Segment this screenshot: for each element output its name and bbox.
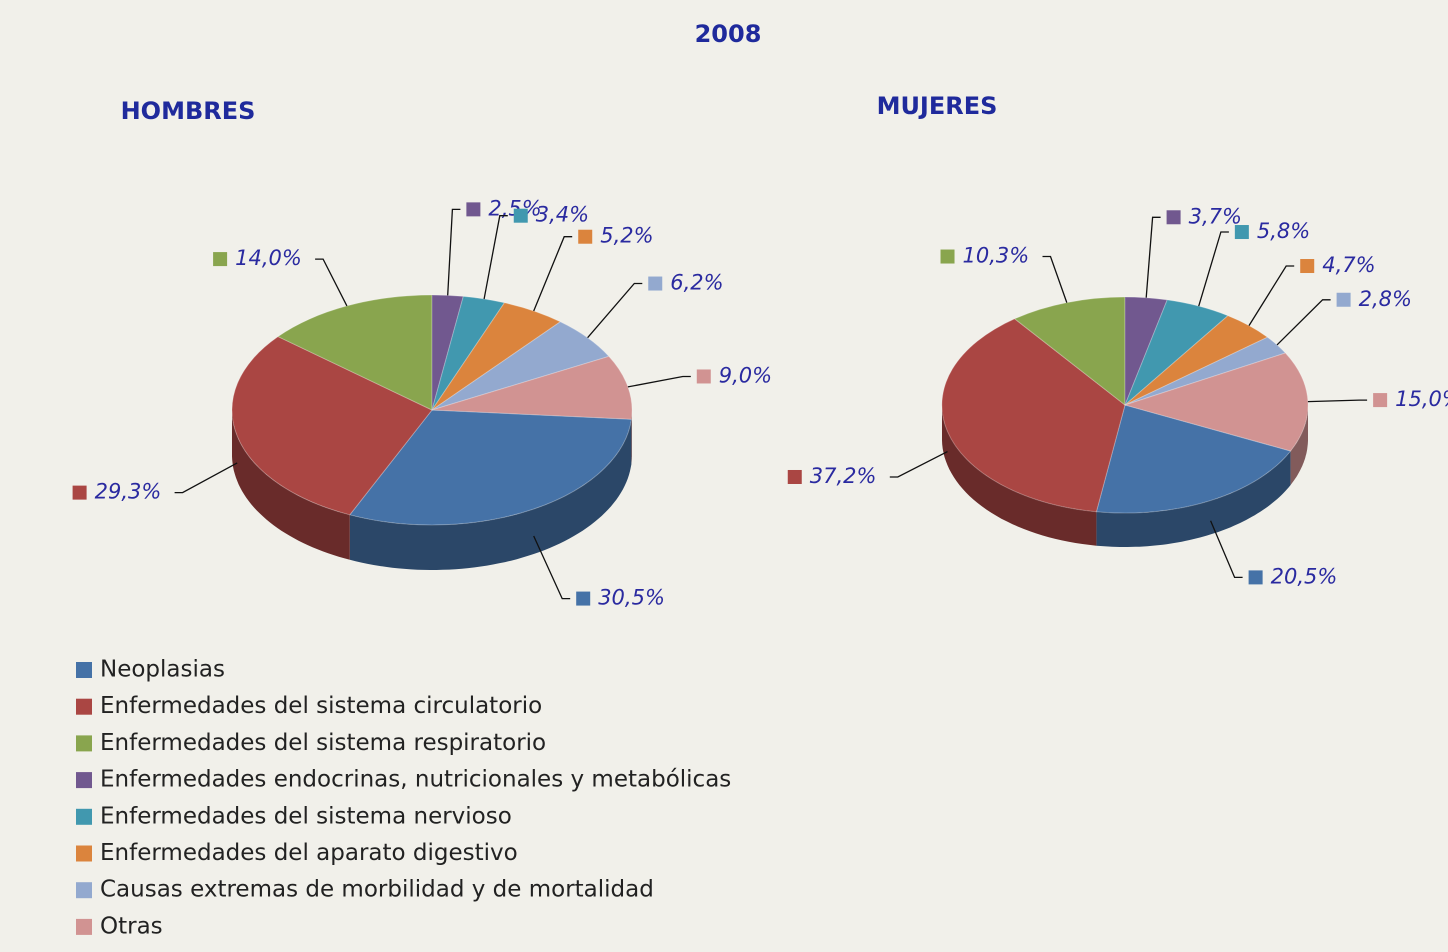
legend-label: Enfermedades del aparato digestivo (100, 840, 518, 866)
legend-label: Enfermedades del sistema respiratorio (100, 730, 546, 756)
legend-swatch (76, 662, 92, 678)
slice (1013, 296, 1126, 407)
label-swatch (213, 252, 228, 267)
data-label: 3,4% (536, 203, 589, 227)
label-swatch (696, 369, 711, 384)
data-label: 6,2% (670, 271, 723, 295)
slice-side (349, 419, 632, 570)
data-label: 5,2% (600, 224, 653, 248)
legend-label: Enfermedades del sistema nervioso (100, 803, 512, 829)
slice (231, 336, 433, 516)
data-label: 4,7% (1322, 253, 1375, 277)
slice-side (1096, 451, 1291, 547)
label-swatch (576, 591, 591, 606)
label-swatch (787, 469, 802, 484)
data-label: 9,0% (719, 363, 772, 387)
label-swatch (578, 229, 593, 244)
label-swatch (1166, 210, 1181, 225)
leader-line (1276, 299, 1331, 346)
label-swatch (1336, 292, 1351, 307)
label-swatch (466, 202, 481, 217)
label-swatch (940, 249, 955, 264)
legend-label: Enfermedades endocrinas, nutricionales y… (100, 767, 731, 793)
label-swatch (1300, 259, 1315, 274)
chart-title: MUJERES (877, 92, 998, 120)
legend-swatch (76, 918, 92, 935)
slice (1124, 296, 1168, 406)
legend-swatch (76, 698, 92, 715)
leader-line (587, 282, 643, 339)
data-label: 14,0% (235, 246, 302, 270)
data-label: 15,0% (1395, 387, 1448, 411)
slice (941, 318, 1126, 513)
leader-line (1307, 399, 1368, 403)
leader-line (889, 451, 948, 478)
label-swatch (1373, 393, 1388, 408)
data-label: 20,5% (1271, 564, 1338, 588)
data-label: 2,8% (1359, 287, 1412, 311)
label-swatch (1234, 225, 1249, 240)
leader-line (174, 462, 238, 494)
leader-line (447, 208, 461, 296)
leader-line (483, 215, 508, 300)
legend-label: Enfermedades del sistema circulatorio (100, 693, 542, 719)
data-label: 29,3% (95, 480, 162, 504)
page-title: 2008 (695, 20, 762, 48)
slice (277, 294, 433, 411)
slice-side (1290, 406, 1308, 485)
data-label: 30,5% (598, 586, 665, 610)
legend-swatch (76, 735, 92, 752)
leader-line (627, 375, 691, 388)
data-label: 37,2% (810, 464, 877, 488)
label-swatch (72, 485, 87, 500)
legend-label: Neoplasias (100, 657, 225, 683)
leader-line (533, 535, 571, 600)
leader-line (1210, 520, 1243, 579)
slice (431, 321, 610, 411)
label-swatch (648, 276, 663, 291)
legend-swatch (76, 808, 92, 825)
data-label: 5,8% (1257, 219, 1310, 243)
leader-line (315, 258, 348, 307)
legend-label: Causas extremas de morbilidad y de morta… (100, 877, 654, 903)
legend-swatch (76, 845, 92, 862)
legend-swatch (76, 772, 92, 789)
leader-line (1248, 265, 1295, 326)
legend-swatch (76, 882, 92, 899)
legend-label: Otras (100, 913, 163, 939)
slice-side (631, 410, 632, 465)
label-swatch (1248, 570, 1263, 585)
leader-line (533, 236, 573, 312)
slice (1124, 315, 1269, 406)
slice (1095, 404, 1292, 514)
slice-side (232, 411, 350, 560)
data-label: 3,7% (1189, 204, 1242, 228)
data-label: 10,3% (963, 244, 1030, 268)
slice (348, 409, 632, 526)
leader-line (1042, 255, 1068, 303)
label-swatch (513, 208, 528, 223)
leader-line (1198, 231, 1229, 307)
slice-side (942, 406, 1097, 546)
chart-title: HOMBRES (121, 97, 256, 125)
leader-line (1145, 216, 1161, 298)
